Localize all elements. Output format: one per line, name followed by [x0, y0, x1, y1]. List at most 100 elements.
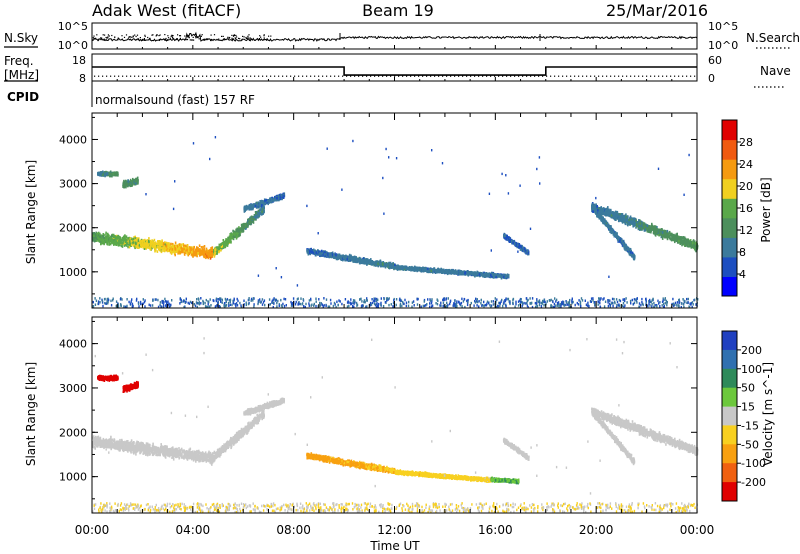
scatter-point [235, 229, 238, 233]
scatter-point [198, 254, 201, 257]
scatter-point [257, 212, 260, 215]
scatter-point [170, 245, 172, 249]
nave-dot [122, 75, 124, 77]
scatter-point [191, 254, 194, 257]
cpid-label: CPID [7, 90, 39, 104]
nave-dot [258, 75, 260, 77]
nsearch-dot [187, 35, 189, 37]
nave-dot [398, 75, 400, 77]
scatter-point [265, 198, 268, 202]
scatter-point [100, 234, 103, 238]
scatter-point [106, 172, 109, 175]
scatter-point [213, 255, 216, 258]
nsearch-dot [111, 34, 113, 37]
scatter-point [220, 249, 222, 252]
nave-dot [438, 75, 440, 77]
scatter-point [362, 259, 364, 262]
nave-dot [422, 75, 424, 77]
scatter-point [148, 240, 150, 244]
scatter-point [154, 244, 157, 248]
nave-dot [238, 75, 240, 77]
nsearch-dot [238, 37, 240, 39]
nave-dot [142, 75, 144, 77]
nave-dot [378, 75, 380, 77]
nave-dot [606, 75, 608, 77]
scatter-point [168, 245, 170, 248]
scatter-point [100, 171, 102, 175]
nave-dot [490, 75, 492, 77]
nave-dot [386, 75, 388, 77]
nsearch-dot [232, 35, 235, 37]
nsearch-dot [249, 38, 251, 40]
nsearch-dot [263, 37, 265, 39]
nsearch-dot [156, 34, 158, 36]
scatter-point [93, 239, 96, 243]
scatter-point [123, 184, 125, 188]
scatter-point [166, 242, 169, 245]
scatter-point [145, 242, 147, 246]
nave-dot [494, 75, 496, 77]
scatter-point [123, 235, 125, 238]
nsearch-dot [106, 37, 108, 39]
scatter-point [252, 217, 254, 221]
nsearch-dot [176, 38, 178, 41]
scatter-point [129, 241, 131, 244]
scatter-point [277, 197, 280, 200]
nsearch-dot [106, 39, 108, 41]
nsearch-dot [254, 39, 256, 41]
scatter-point [135, 238, 137, 242]
scatter-point [205, 256, 207, 260]
scatter-point [128, 182, 130, 186]
scatter-point [254, 204, 257, 208]
scatter-point [126, 242, 129, 245]
scatter-point [332, 254, 335, 258]
nsearch-dot [128, 36, 130, 38]
nave-dot [170, 75, 172, 77]
nsearch-dot [117, 37, 119, 39]
scatter-point [360, 260, 363, 264]
scatter-point [245, 225, 247, 229]
nsearch-dot [243, 36, 245, 38]
nave-dot [522, 75, 524, 77]
scatter-point [252, 203, 254, 207]
nave-dot [642, 75, 644, 77]
scatter-point [134, 241, 137, 245]
nave-dot [634, 75, 636, 77]
nsearch-dot [210, 34, 212, 36]
scatter-point [174, 241, 177, 245]
nave-dot [266, 75, 268, 77]
nsearch-dot [171, 36, 173, 38]
scatter-point [141, 241, 143, 244]
nsky-line [91, 31, 698, 42]
nsearch-dot [92, 39, 94, 41]
scatter-point [346, 255, 348, 259]
scatter-point [102, 170, 104, 174]
freq-trace [92, 66, 697, 77]
scatter-point [111, 234, 113, 237]
scatter-point [339, 256, 342, 259]
nsearch-dot [189, 39, 191, 41]
scatter-point [117, 239, 120, 243]
scatter-point [271, 198, 273, 201]
scatter-point [129, 183, 132, 187]
scatter-point [106, 242, 109, 246]
power-scatter [92, 136, 699, 309]
nave-dot [542, 75, 544, 77]
nsearch-dot [171, 35, 173, 37]
nave-dot [434, 75, 436, 77]
nave-dot [454, 75, 456, 77]
scatter-point [207, 256, 209, 260]
nave-dot [318, 75, 320, 77]
scatter-point [165, 244, 168, 247]
scatter-point [180, 246, 182, 250]
nave-dot [366, 75, 368, 77]
scatter-point [214, 252, 216, 255]
scatter-point [164, 248, 167, 252]
nave-dot [234, 75, 236, 77]
scatter-point [196, 249, 199, 252]
nave-dot [650, 75, 652, 77]
nsearch-dot [210, 38, 212, 41]
nave-dot [246, 75, 248, 77]
scatter-point [257, 209, 260, 213]
